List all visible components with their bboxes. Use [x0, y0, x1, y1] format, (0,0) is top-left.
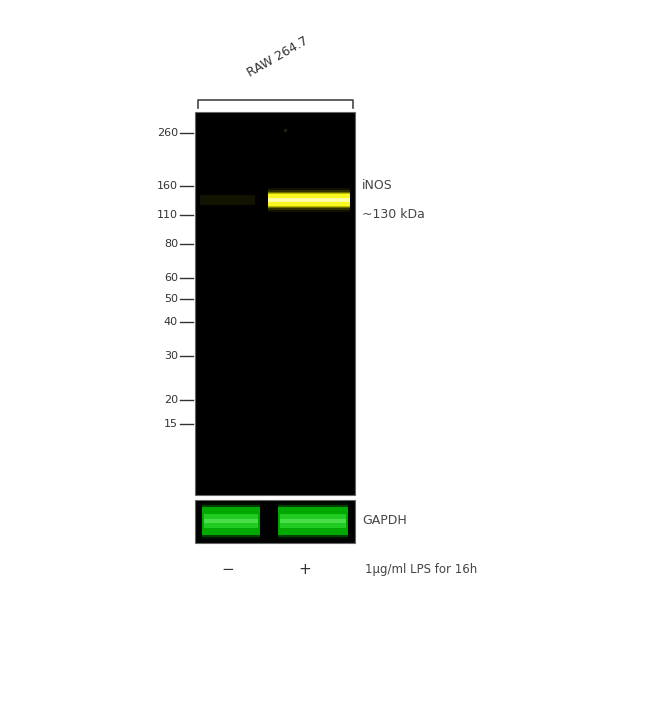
Bar	[204, 514, 258, 528]
Text: 260: 260	[157, 128, 178, 138]
Bar	[268, 198, 350, 202]
Bar	[204, 519, 258, 523]
Bar	[268, 190, 350, 210]
Text: GAPDH: GAPDH	[362, 513, 407, 526]
Bar	[280, 514, 346, 528]
Text: 15: 15	[164, 419, 178, 429]
Bar	[195, 112, 355, 495]
Text: 40: 40	[164, 317, 178, 327]
Bar	[268, 188, 350, 212]
Text: 60: 60	[164, 273, 178, 283]
Bar	[268, 192, 350, 208]
Bar	[202, 505, 260, 537]
Bar	[202, 507, 260, 535]
Bar	[278, 505, 348, 537]
Bar	[278, 507, 348, 535]
Bar	[278, 503, 348, 539]
Text: +: +	[298, 563, 311, 578]
Text: ~130 kDa: ~130 kDa	[362, 208, 425, 221]
Bar	[200, 195, 255, 205]
Text: iNOS: iNOS	[362, 179, 393, 192]
Bar	[202, 503, 260, 539]
Bar	[268, 193, 350, 207]
Text: RAW 264.7: RAW 264.7	[245, 34, 311, 80]
Bar	[280, 519, 346, 523]
Text: 160: 160	[157, 181, 178, 191]
Text: 30: 30	[164, 351, 178, 361]
Bar	[268, 194, 350, 206]
Text: 110: 110	[157, 210, 178, 220]
Text: −: −	[222, 563, 235, 578]
Text: 20: 20	[164, 395, 178, 405]
Bar	[195, 500, 355, 543]
Text: 80: 80	[164, 239, 178, 249]
Text: 1μg/ml LPS for 16h: 1μg/ml LPS for 16h	[365, 563, 477, 576]
Text: 50: 50	[164, 294, 178, 304]
